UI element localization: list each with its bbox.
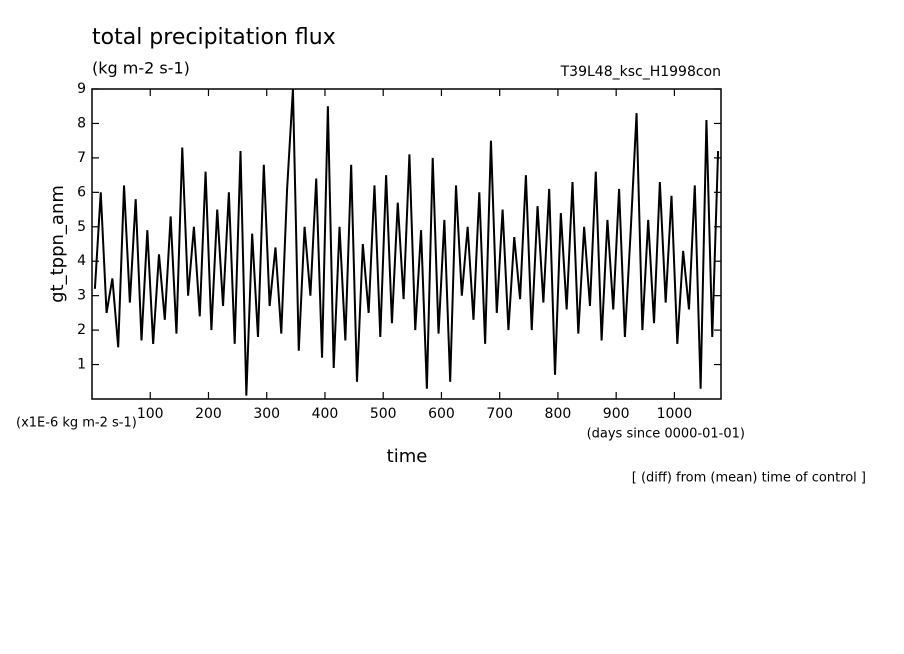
x-tick-label: 800: [545, 406, 572, 422]
y-tick-label: 9: [77, 81, 86, 97]
y-tick-label: 8: [77, 115, 86, 131]
y-tick-label: 4: [77, 253, 86, 269]
y-tick-label: 3: [77, 288, 86, 304]
data-line: [93, 88, 720, 396]
y-tick-label: 6: [77, 184, 86, 200]
plot-frame: [91, 88, 722, 400]
x-tick-label: 200: [195, 406, 222, 422]
y-tick-label: 1: [77, 357, 86, 373]
x-axis-label: time: [387, 446, 428, 467]
x-tick-label: 700: [486, 406, 513, 422]
run-label: T39L48_ksc_H1998con: [560, 64, 721, 80]
y-axis-label: gt_tppn_anm: [47, 185, 68, 303]
x-tick-label: 100: [137, 406, 164, 422]
x-tick-label: 1000: [657, 406, 693, 422]
x-tick-label: 400: [312, 406, 339, 422]
y-tick-label: 5: [77, 219, 86, 235]
annotation: [ (diff) from (mean) time of control ]: [632, 471, 866, 486]
x-tick-label: 300: [253, 406, 280, 422]
x-tick-label: 600: [428, 406, 455, 422]
x-tick-label: 900: [603, 406, 630, 422]
y-unit-note: (x1E-6 kg m-2 s-1): [16, 416, 137, 431]
y-tick-label: 7: [77, 150, 86, 166]
chart-subtitle: (kg m-2 s-1): [92, 59, 190, 78]
x-tick-label: 500: [370, 406, 397, 422]
chart-title: total precipitation flux: [92, 25, 336, 50]
x-unit-note: (days since 0000-01-01): [587, 427, 745, 442]
y-tick-label: 2: [77, 322, 86, 338]
